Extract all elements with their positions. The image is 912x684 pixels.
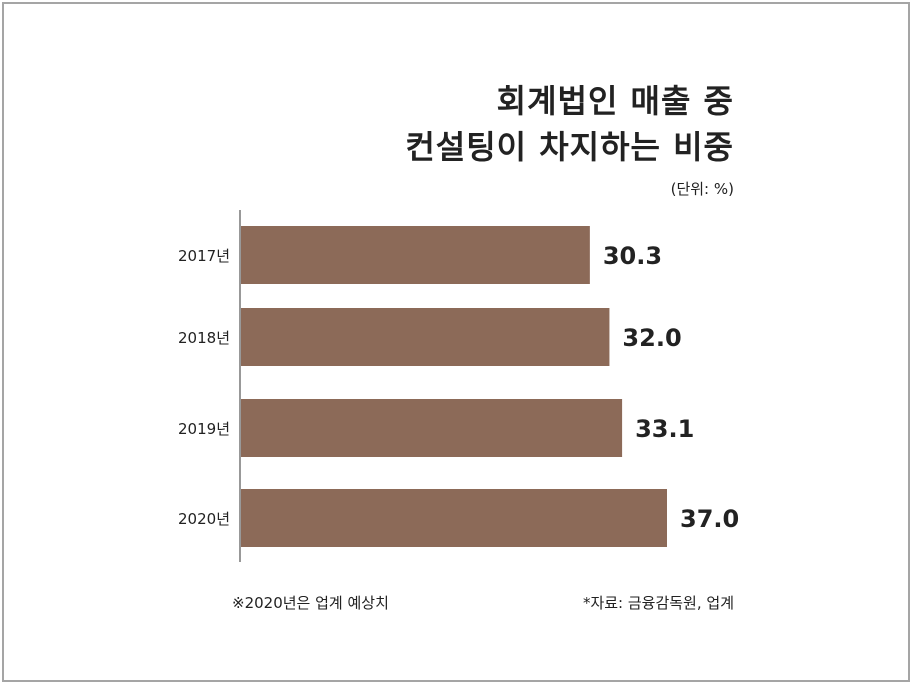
bar-0 — [241, 226, 590, 284]
bar-value-label-2: 33.1 — [635, 415, 694, 443]
forecast-note: ※2020년은 업계 예상치 — [232, 594, 389, 612]
unit-label: (단위: %) — [670, 180, 734, 198]
bar-value-label-3: 37.0 — [680, 505, 739, 533]
chart-title-line1: 회계법인 매출 중 — [496, 82, 734, 120]
chart-title-line2: 컨설팅이 차지하는 비중 — [405, 128, 734, 166]
category-label-0: 2017년 — [178, 247, 230, 265]
bars-layer: 30.3 2017년 32.0 2018년 33.1 2019년 37.0 2020년 — [178, 226, 739, 547]
category-label-1: 2018년 — [178, 329, 230, 347]
bar-value-label-1: 32.0 — [622, 324, 681, 352]
bar-value-label-0: 30.3 — [603, 242, 662, 270]
chart-title: 회계법인 매출 중 컨설팅이 차지하는 비중 — [405, 78, 734, 170]
category-label-3: 2020년 — [178, 510, 230, 528]
category-label-2: 2019년 — [178, 420, 230, 438]
source-note: *자료: 금융감독원, 업계 — [582, 594, 734, 612]
bar-2 — [241, 399, 623, 457]
bar-1 — [241, 308, 610, 366]
bar-3 — [241, 489, 667, 547]
